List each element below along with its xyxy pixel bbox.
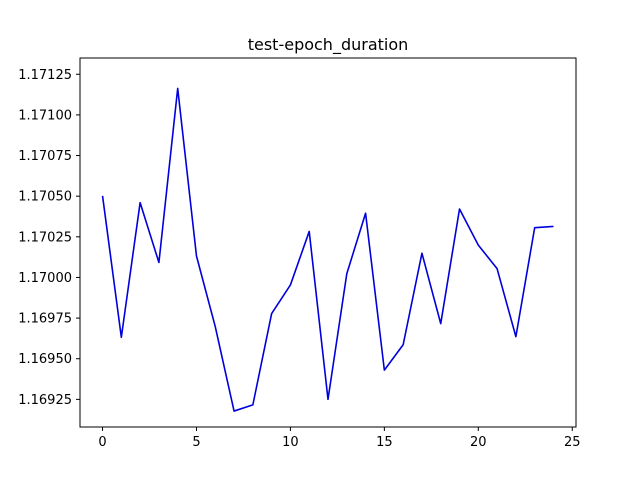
x-tick-label: 5 bbox=[192, 435, 200, 450]
y-tick-label: 1.17125 bbox=[18, 68, 72, 83]
y-tick-label: 1.17025 bbox=[18, 230, 72, 245]
plot-area bbox=[80, 58, 576, 427]
y-tick-label: 1.17100 bbox=[18, 108, 72, 123]
y-tick-label: 1.17075 bbox=[18, 149, 72, 164]
y-tick-label: 1.17000 bbox=[18, 271, 72, 286]
y-axis-ticks: 1.16925 1.16950 1.16975 1.17000 1.17025 1.170… bbox=[18, 68, 80, 408]
plot-frame bbox=[79, 57, 577, 428]
y-tick-label: 1.17050 bbox=[18, 190, 72, 205]
series-layer bbox=[101, 87, 554, 412]
x-tick-label: 20 bbox=[470, 435, 487, 450]
x-tick-label: 10 bbox=[282, 435, 299, 450]
x-axis-ticks: 0 5 10 15 20 25 bbox=[98, 427, 581, 450]
y-tick-label: 1.16950 bbox=[18, 352, 72, 367]
x-tick-label: 0 bbox=[98, 435, 106, 450]
x-tick-label: 25 bbox=[564, 435, 581, 450]
x-tick-label: 15 bbox=[376, 435, 393, 450]
y-tick-label: 1.16925 bbox=[18, 393, 72, 408]
chart-title: test-epoch_duration bbox=[248, 35, 409, 55]
y-tick-label: 1.16975 bbox=[18, 312, 72, 327]
